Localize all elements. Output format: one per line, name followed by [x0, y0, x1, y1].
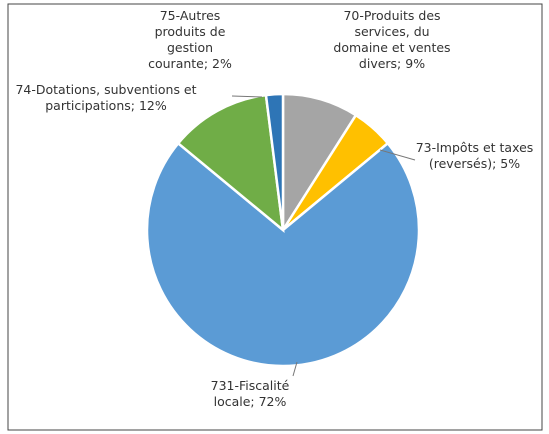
slice-label: 75-Autres produits de gestion courante; … [148, 8, 232, 71]
pie-slice [176, 93, 285, 233]
leader-line [379, 149, 416, 161]
slice-label: 70-Produits des services, du domaine et … [333, 8, 451, 71]
pie-slice [145, 141, 421, 368]
slice-label: 74-Dotations, subventions et participati… [15, 82, 197, 113]
frame [7, 3, 543, 431]
slice-label: 73-Impôts et taxes (reversés); 5% [415, 140, 534, 171]
slices [145, 92, 421, 368]
pie-slice [264, 92, 285, 231]
slice-label: 731-Fiscalité locale; 72% [210, 378, 290, 409]
leader-line [231, 95, 263, 98]
leader-line [292, 361, 298, 377]
